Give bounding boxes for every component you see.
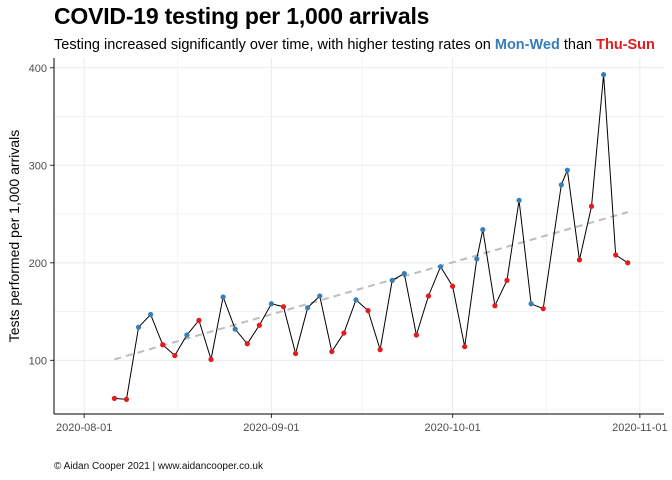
data-point-thu-sun xyxy=(492,303,498,309)
data-point-mon-wed xyxy=(317,293,323,299)
data-point-mon-wed xyxy=(401,270,407,277)
data-point-thu-sun xyxy=(588,203,595,209)
series-line-layer xyxy=(114,74,629,400)
data-point-thu-sun xyxy=(341,330,347,336)
data-point-mon-wed xyxy=(184,332,190,338)
data-point-thu-sun xyxy=(111,395,117,401)
data-point-thu-sun xyxy=(504,277,510,283)
data-point-thu-sun xyxy=(576,257,583,263)
data-point-thu-sun xyxy=(425,293,432,299)
data-point-thu-sun xyxy=(123,396,130,402)
data-point-thu-sun xyxy=(625,260,631,266)
data-point-thu-sun xyxy=(540,306,546,312)
subtitle-middle: than xyxy=(559,37,597,53)
data-point-mon-wed xyxy=(148,311,154,318)
data-point-mon-wed xyxy=(135,324,142,330)
data-point-mon-wed xyxy=(528,301,534,307)
grid-lines xyxy=(54,58,664,414)
data-point-thu-sun xyxy=(280,304,287,310)
data-point-thu-sun xyxy=(377,347,383,353)
data-point-thu-sun xyxy=(365,308,371,314)
data-point-mon-wed xyxy=(305,305,311,311)
data-point-mon-wed xyxy=(601,71,607,78)
data-point-mon-wed xyxy=(558,182,564,188)
y-axis-title: Tests performed per 1,000 arrivals xyxy=(6,130,22,342)
subtitle-group-thu-sun: Thu-Sun xyxy=(596,37,655,53)
x-tick-label: 2020-11-01 xyxy=(612,422,667,434)
x-tick-label: 2020-10-01 xyxy=(424,422,480,434)
y-tick-label: 100 xyxy=(29,355,47,367)
data-point-mon-wed xyxy=(516,197,522,203)
axes xyxy=(50,58,664,418)
subtitle-prefix: Testing increased significantly over tim… xyxy=(54,37,495,53)
data-point-thu-sun xyxy=(329,348,335,355)
tick-labels: 100 200 300 400 2020-08-01 2020-09-01 2020-10-… xyxy=(6,63,668,434)
series-line xyxy=(114,74,629,400)
data-point-mon-wed xyxy=(564,167,570,173)
data-point-mon-wed xyxy=(437,264,444,270)
y-tick-label: 400 xyxy=(29,63,47,75)
data-point-thu-sun xyxy=(292,350,299,357)
data-point-thu-sun xyxy=(462,344,468,350)
x-tick-label: 2020-09-01 xyxy=(243,422,299,434)
chart-title: COVID-19 testing per 1,000 arrivals xyxy=(54,3,430,29)
data-point-thu-sun xyxy=(196,317,202,323)
data-point-thu-sun xyxy=(256,322,262,328)
data-point-mon-wed xyxy=(232,326,238,332)
data-point-thu-sun xyxy=(613,252,619,258)
trend-line xyxy=(114,211,629,361)
data-point-mon-wed xyxy=(389,277,395,283)
trend-layer xyxy=(114,211,629,361)
y-tick-label: 200 xyxy=(29,258,47,270)
data-point-mon-wed xyxy=(353,297,359,303)
chart-subtitle: Testing increased significantly over tim… xyxy=(54,37,655,53)
data-point-thu-sun xyxy=(160,342,166,348)
x-tick-label: 2020-08-01 xyxy=(56,422,112,434)
data-point-mon-wed xyxy=(268,301,275,307)
data-points xyxy=(111,71,631,402)
data-point-mon-wed xyxy=(220,294,226,300)
caption: © Aidan Cooper 2021 | www.aidancooper.co… xyxy=(54,461,263,472)
data-point-mon-wed xyxy=(474,256,480,262)
data-point-thu-sun xyxy=(208,356,214,362)
data-point-thu-sun xyxy=(450,283,456,289)
data-point-thu-sun xyxy=(172,352,178,359)
data-point-thu-sun xyxy=(413,332,419,338)
y-tick-label: 300 xyxy=(29,160,47,172)
data-point-mon-wed xyxy=(480,227,486,233)
subtitle-group-mon-wed: Mon-Wed xyxy=(494,37,560,53)
data-point-thu-sun xyxy=(244,341,250,347)
